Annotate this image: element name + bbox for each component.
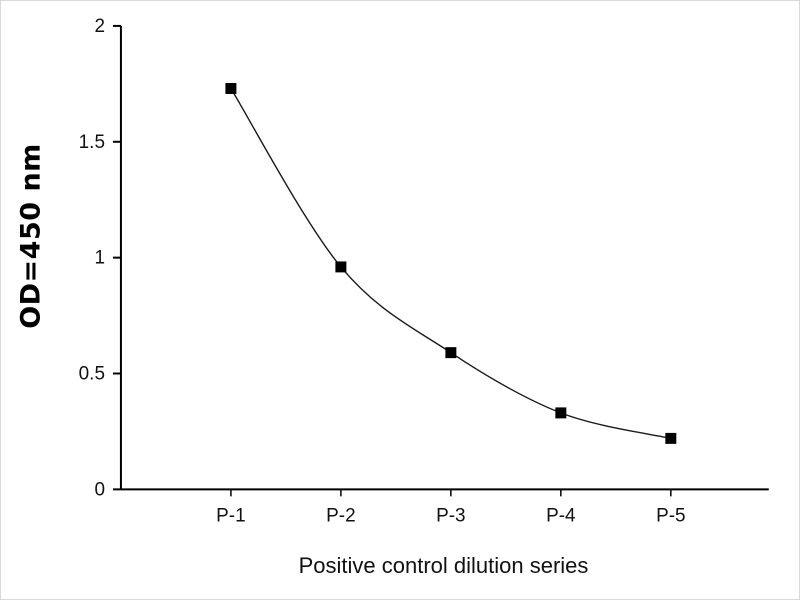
y-tick-label: 1.5 bbox=[79, 132, 105, 153]
x-tick-label: P-3 bbox=[436, 505, 465, 526]
data-point-marker bbox=[665, 432, 677, 444]
x-axis-label: Positive control dilution series bbox=[298, 553, 589, 578]
y-tick-label: 0 bbox=[94, 479, 105, 500]
data-point-marker bbox=[225, 83, 237, 94]
x-tick-label: P-2 bbox=[326, 505, 355, 526]
data-point-marker bbox=[445, 347, 457, 359]
x-tick-label: P-5 bbox=[656, 505, 685, 526]
y-tick-label: 0.5 bbox=[79, 363, 105, 384]
data-point-marker bbox=[555, 407, 567, 419]
series-line bbox=[230, 88, 671, 440]
x-tick-label: P-4 bbox=[546, 505, 575, 526]
y-tick-label: 1 bbox=[94, 248, 105, 269]
data-point-marker bbox=[335, 261, 347, 273]
x-tick-label: P-1 bbox=[216, 505, 245, 526]
y-tick-label: 2 bbox=[94, 16, 105, 37]
y-axis-label: OD=450 nm bbox=[15, 143, 47, 329]
